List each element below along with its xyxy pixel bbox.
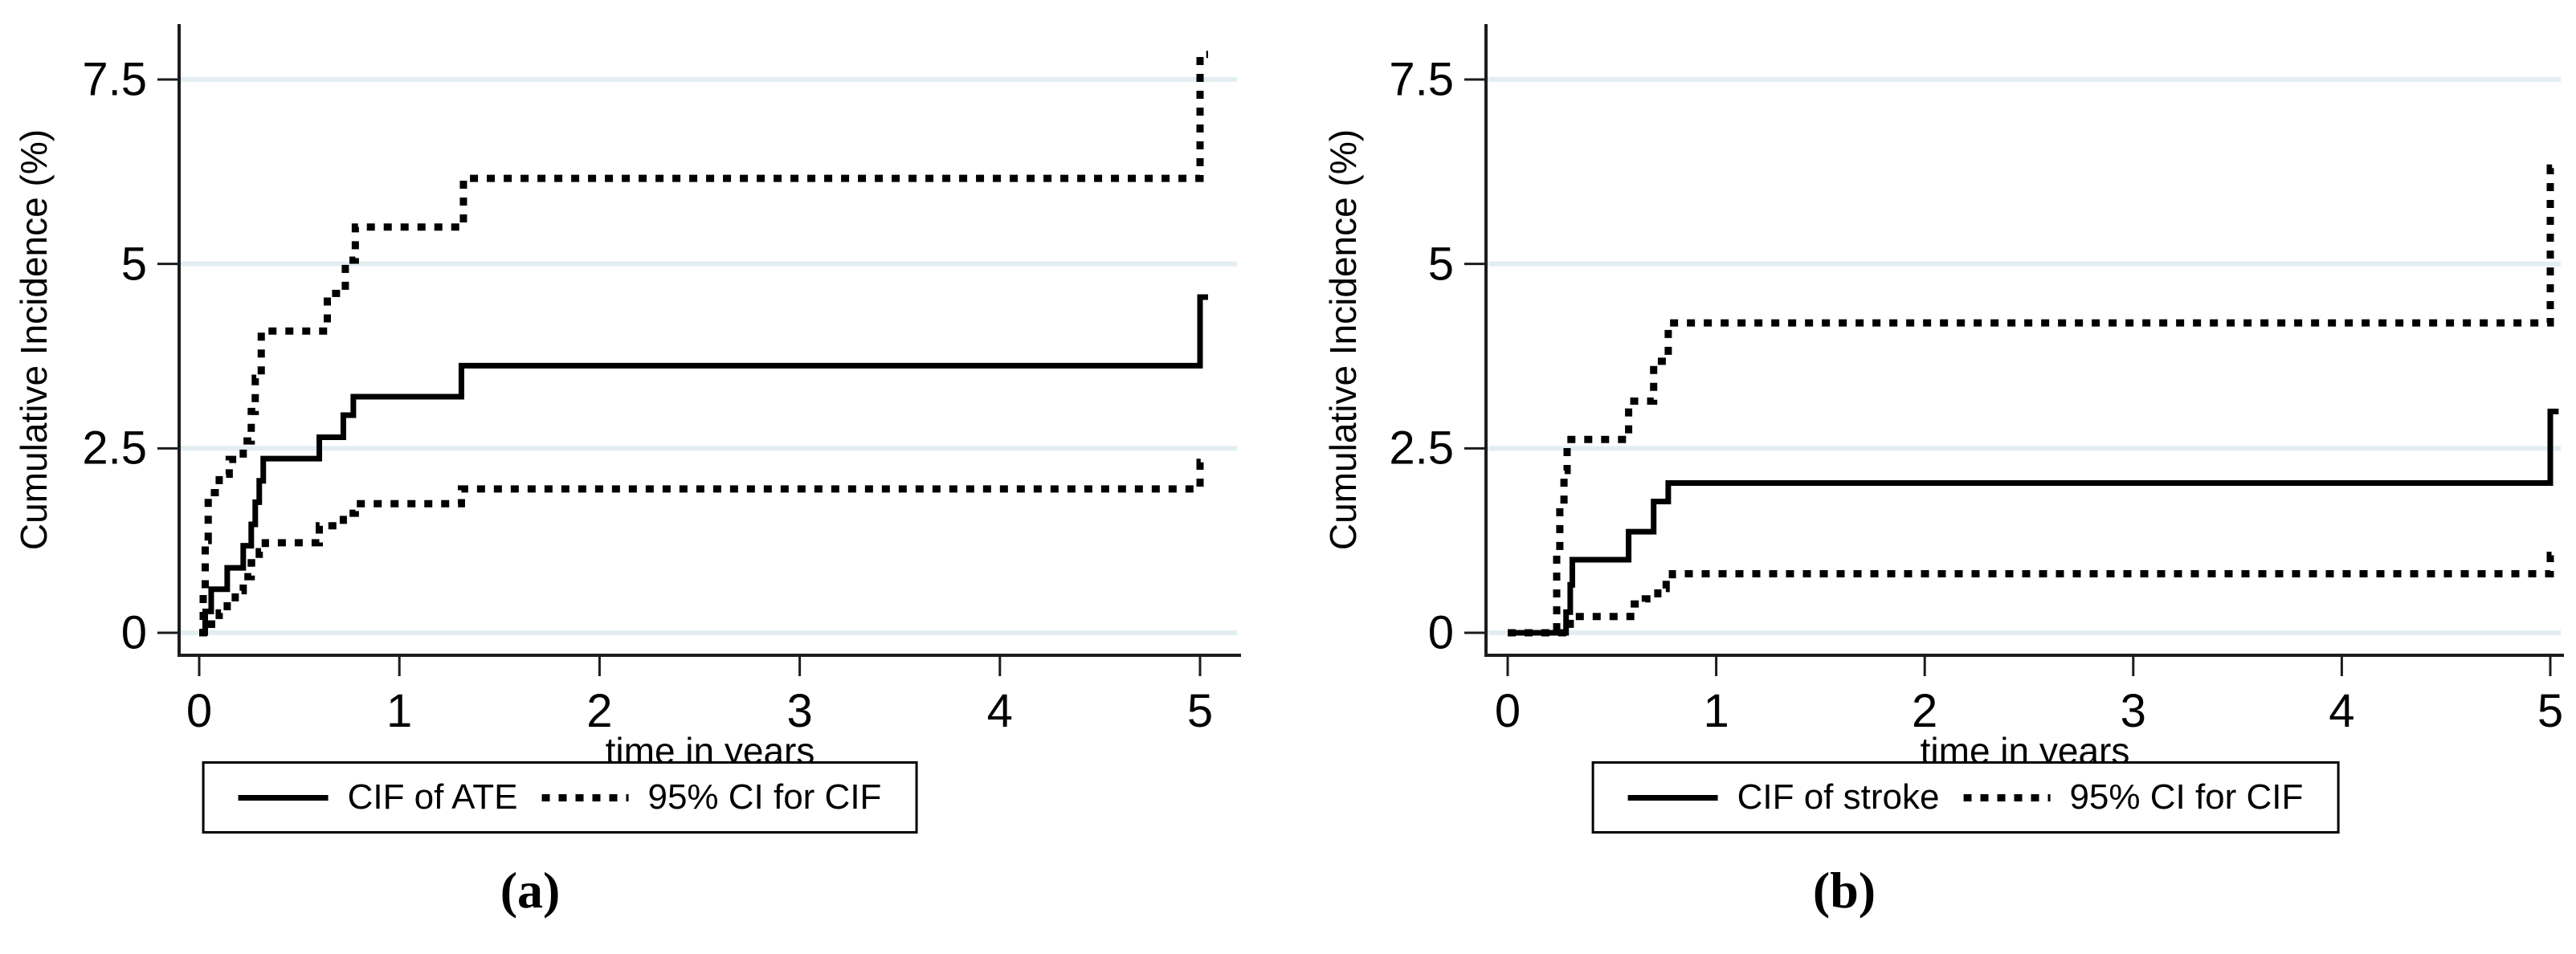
curve-ci [1508,164,2559,637]
panel-caption-a: (a) [500,862,561,919]
dotted-line-swatch-icon [541,793,629,801]
legend-box-b: CIF of stroke 95% CI for CIF [1591,761,2340,834]
curve-ci [1508,552,2559,637]
y-axis-title-a: Cumulative Incidence (%) [13,128,55,551]
x-tick-label: 2 [1912,685,1938,737]
legend-entry-solid-b: CIF of stroke [1627,777,1940,817]
x-tick-label: 1 [1703,685,1729,737]
legend-entry-solid-a: CIF of ATE [238,777,518,817]
legend-label: 95% CI for CIF [2069,777,2304,817]
solid-line-swatch-icon [238,794,329,801]
y-tick-label: 2.5 [82,422,147,475]
x-tick-label: 4 [2329,685,2355,737]
x-tick-label: 5 [1186,685,1214,737]
x-tick-label: 3 [786,685,813,737]
legend-label: CIF of ATE [347,777,518,817]
y-tick-label: 5 [120,238,147,291]
curve-cif [199,294,1208,636]
legend-entry-dotted-a: 95% CI for CIF [541,777,881,817]
y-tick-label: 7.5 [1389,53,1454,106]
dotted-line-swatch-icon [1963,793,2051,801]
y-tick-label: 0 [120,606,147,659]
legend-label: CIF of stroke [1737,777,1940,817]
panel-caption-b: (b) [1812,862,1876,919]
x-tick-label: 3 [2120,685,2146,737]
x-tick-label: 0 [186,685,213,737]
solid-line-swatch-icon [1627,794,1718,801]
curve-ci [199,459,1208,637]
legend-box-a: CIF of ATE 95% CI for CIF [202,761,918,834]
x-tick-label: 4 [986,685,1013,737]
y-tick-label: 0 [1427,606,1454,659]
x-tick-label: 0 [1494,685,1521,737]
x-tick-label: 2 [586,685,613,737]
curve-cif [1508,408,2559,636]
x-tick-label: 5 [2537,685,2564,737]
legend-label: 95% CI for CIF [647,777,882,817]
y-axis-title-b: Cumulative Incidence (%) [1322,128,1364,551]
curve-ci [199,51,1208,637]
y-tick-label: 7.5 [82,53,147,106]
y-tick-label: 5 [1427,238,1454,291]
legend-entry-dotted-b: 95% CI for CIF [1963,777,2303,817]
x-tick-label: 1 [386,685,413,737]
y-tick-label: 2.5 [1389,422,1454,475]
